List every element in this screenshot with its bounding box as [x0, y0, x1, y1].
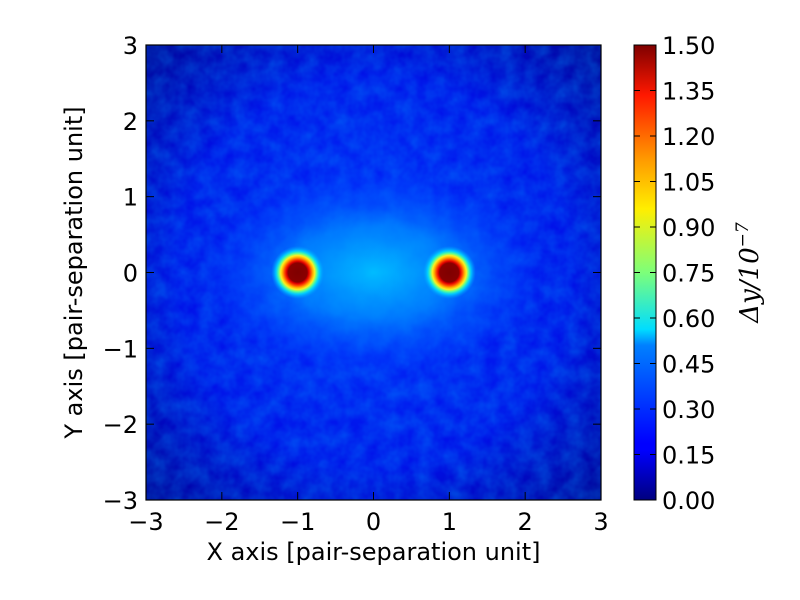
x-tick-label: 0: [366, 508, 381, 536]
colorbar: 0.00 0.15 0.30 0.45 0.60 0.75 0.90 1.05 1.20 1.35…: [633, 32, 765, 515]
x-axis-label: X axis [pair-separation unit]: [207, 538, 541, 566]
x-tick-label: 3: [593, 508, 608, 536]
colorbar-tick-label: 1.50: [662, 32, 715, 60]
x-tick-label: 2: [518, 508, 533, 536]
colorbar-tick-label: 0.90: [662, 214, 715, 242]
colorbar-tick-label: 1.35: [662, 78, 715, 106]
x-tick-label: −3: [128, 508, 163, 536]
y-tick-label: 2: [123, 108, 138, 136]
colorbar-label-base: Δy/10: [735, 247, 765, 323]
x-tick-label: −1: [280, 508, 315, 536]
colorbar-tick-label: 0.75: [662, 260, 715, 288]
y-tick-label: −2: [103, 411, 138, 439]
y-tick-label: 1: [123, 184, 138, 212]
x-tick-label: 1: [442, 508, 457, 536]
colorbar-tick-label: 0.30: [662, 396, 715, 424]
colorbar-tick-label: 1.05: [662, 169, 715, 197]
colorbar-tick-label: 0.00: [662, 487, 715, 515]
axes: −3 −2 −1 0 1 2 3 −3 −2 −1 0 1 2 3 X axis [pair-separat…: [60, 32, 609, 566]
colorbar-label: Δy/10−7: [733, 222, 765, 324]
colorbar-tick-label: 0.15: [662, 442, 715, 470]
heatmap-glow: [199, 170, 548, 375]
y-tick-label: −1: [103, 335, 138, 363]
y-axis-label: Y axis [pair-separation unit]: [60, 106, 88, 439]
colorbar-label-exponent: −7: [733, 222, 753, 247]
y-tick-label: −3: [103, 487, 138, 515]
colorbar-tick-label: 0.45: [662, 351, 715, 379]
y-tick-label: 3: [123, 32, 138, 60]
y-tick-label: 0: [123, 260, 138, 288]
heatmap-hotspot: [271, 245, 325, 300]
x-tick-label: −2: [204, 508, 239, 536]
plot-area: [146, 45, 601, 500]
colorbar-tick-label: 1.20: [662, 123, 715, 151]
heatmap-hotspot: [422, 245, 476, 300]
colorbar-tick-label: 0.60: [662, 305, 715, 333]
